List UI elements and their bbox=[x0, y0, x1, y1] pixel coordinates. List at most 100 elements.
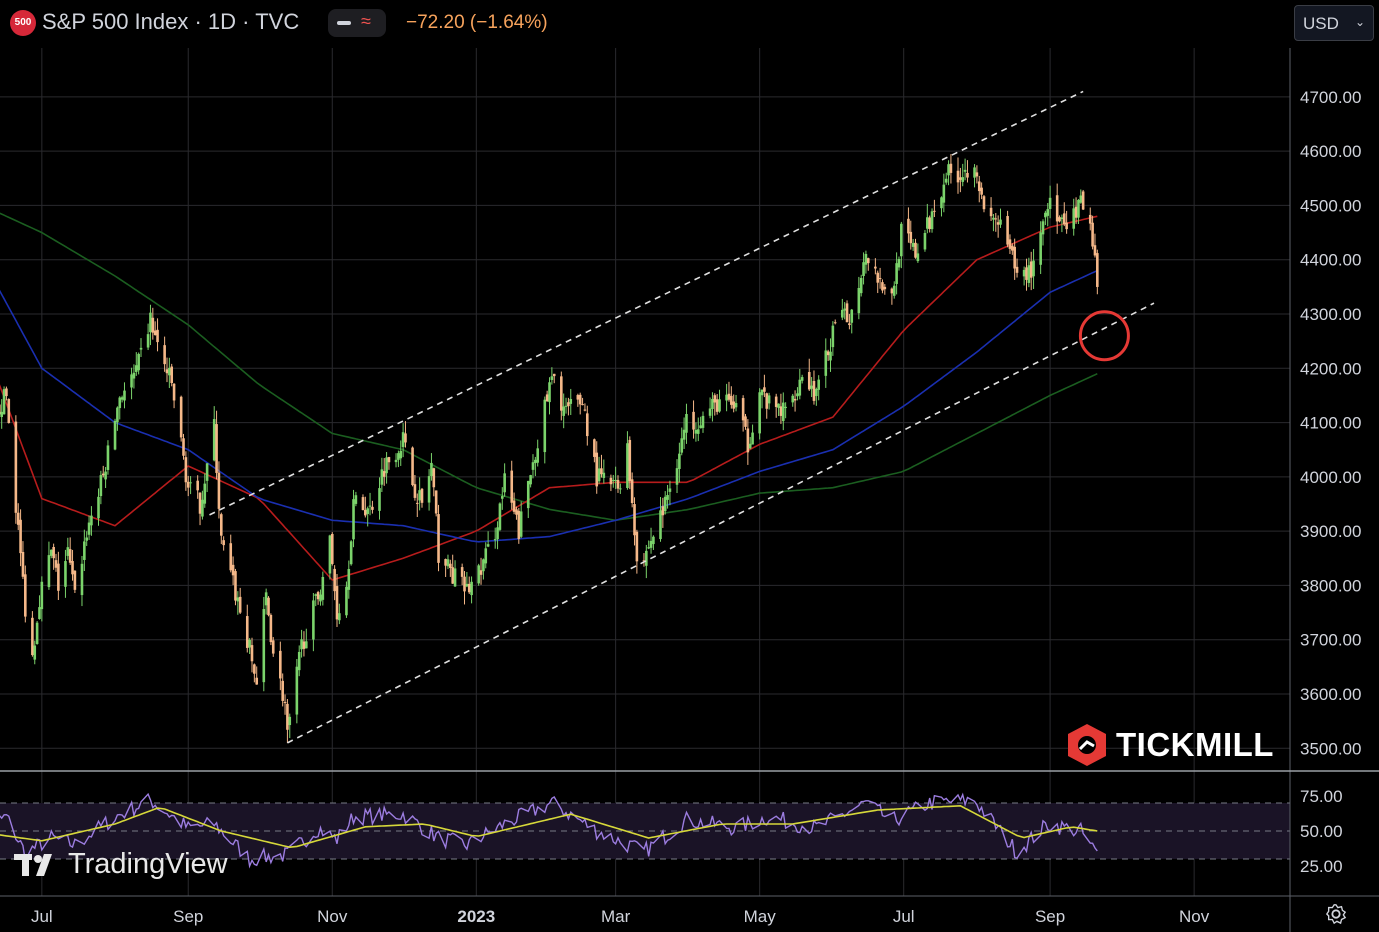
candle bbox=[113, 418, 117, 451]
candle bbox=[930, 208, 934, 233]
candle bbox=[245, 604, 249, 653]
y-tick-label: 4000.00 bbox=[1300, 468, 1361, 487]
candle bbox=[694, 422, 698, 442]
candle bbox=[52, 543, 55, 570]
ma-line-red bbox=[0, 215, 1098, 581]
candle bbox=[545, 390, 549, 402]
candle-body bbox=[732, 401, 735, 409]
candle-body bbox=[33, 645, 37, 660]
candle-body bbox=[600, 468, 603, 475]
candle bbox=[1072, 198, 1076, 236]
candle-body bbox=[54, 560, 58, 568]
currency-select[interactable]: USD ⌄ bbox=[1294, 5, 1374, 41]
symbol-title[interactable]: S&P 500 Index · 1D · TVC bbox=[42, 9, 300, 34]
candle-body bbox=[397, 453, 400, 460]
candle bbox=[900, 221, 903, 269]
candle bbox=[283, 694, 287, 715]
candle bbox=[116, 406, 119, 431]
candle bbox=[297, 645, 301, 677]
candle-body bbox=[727, 393, 731, 400]
candle-body bbox=[711, 398, 714, 409]
candle bbox=[878, 267, 882, 289]
candle bbox=[881, 279, 884, 294]
candle-body bbox=[682, 429, 686, 440]
candle bbox=[800, 374, 804, 384]
candle-body bbox=[101, 473, 105, 476]
candle bbox=[80, 555, 84, 607]
candle-body bbox=[1093, 245, 1097, 256]
candle-body bbox=[536, 448, 540, 463]
candle bbox=[411, 446, 414, 487]
candle bbox=[387, 456, 391, 470]
candle-body bbox=[685, 413, 688, 433]
candle bbox=[926, 203, 929, 234]
line-style-toggle[interactable]: ≈ bbox=[328, 9, 386, 37]
highlight-circle bbox=[1078, 310, 1130, 362]
candle-body bbox=[123, 390, 126, 401]
candle bbox=[833, 319, 837, 325]
candle-body bbox=[85, 537, 89, 541]
candle bbox=[47, 541, 51, 590]
candle bbox=[222, 536, 225, 551]
candle-body bbox=[982, 196, 986, 210]
candle bbox=[328, 534, 332, 580]
candle-body bbox=[271, 640, 275, 654]
candle-body bbox=[663, 496, 667, 512]
candle-body bbox=[385, 457, 388, 474]
candle bbox=[236, 591, 240, 615]
candle bbox=[793, 390, 797, 412]
candle bbox=[170, 363, 174, 387]
candle-body bbox=[1077, 199, 1080, 218]
symbol-badge[interactable]: 500 bbox=[10, 10, 36, 36]
candle-body bbox=[493, 539, 497, 541]
candle-body bbox=[486, 544, 490, 547]
candle bbox=[85, 531, 89, 546]
candle-body bbox=[149, 312, 152, 333]
candle-body bbox=[130, 374, 133, 388]
gear-icon[interactable] bbox=[1325, 903, 1347, 925]
y-tick-label: 4100.00 bbox=[1300, 414, 1361, 433]
candle-body bbox=[626, 443, 629, 488]
candle bbox=[975, 165, 979, 184]
candle bbox=[1074, 197, 1078, 224]
candle bbox=[238, 587, 242, 615]
candle bbox=[451, 554, 454, 584]
candle bbox=[748, 437, 752, 450]
candle bbox=[314, 593, 318, 607]
tradingview-wordmark: TradingView bbox=[68, 848, 228, 880]
candle bbox=[784, 402, 787, 419]
y-tick-label: 3600.00 bbox=[1300, 685, 1361, 704]
candle-body bbox=[692, 411, 695, 430]
candle-body bbox=[916, 253, 920, 262]
candle-body bbox=[345, 586, 348, 616]
candle-body bbox=[484, 548, 488, 564]
candle bbox=[1077, 199, 1080, 225]
candle-body bbox=[250, 645, 254, 662]
candle bbox=[829, 338, 832, 372]
candle-body bbox=[1096, 253, 1099, 287]
candle bbox=[132, 364, 136, 389]
rsi-tick-label: 75.00 bbox=[1300, 787, 1343, 806]
candle bbox=[628, 436, 632, 490]
candle bbox=[1048, 185, 1052, 219]
candle bbox=[33, 640, 37, 665]
candle bbox=[841, 298, 844, 321]
chart-header: 500 S&P 500 Index · 1D · TVC ≈ −72.20 (−… bbox=[0, 0, 1379, 46]
candle-body bbox=[335, 586, 339, 620]
candle bbox=[1058, 215, 1061, 223]
candle bbox=[267, 596, 270, 617]
candle-body bbox=[1025, 267, 1028, 280]
candle bbox=[467, 576, 471, 594]
candle bbox=[382, 458, 386, 486]
candle-body bbox=[312, 600, 315, 640]
candle-body bbox=[628, 439, 632, 482]
candle-body bbox=[496, 527, 499, 540]
candle bbox=[385, 452, 388, 484]
candle-body bbox=[942, 184, 946, 203]
candle-body bbox=[585, 413, 589, 437]
candle-body bbox=[418, 490, 421, 501]
candle bbox=[286, 698, 289, 743]
candle-body bbox=[387, 457, 391, 463]
candle-body bbox=[349, 541, 353, 565]
